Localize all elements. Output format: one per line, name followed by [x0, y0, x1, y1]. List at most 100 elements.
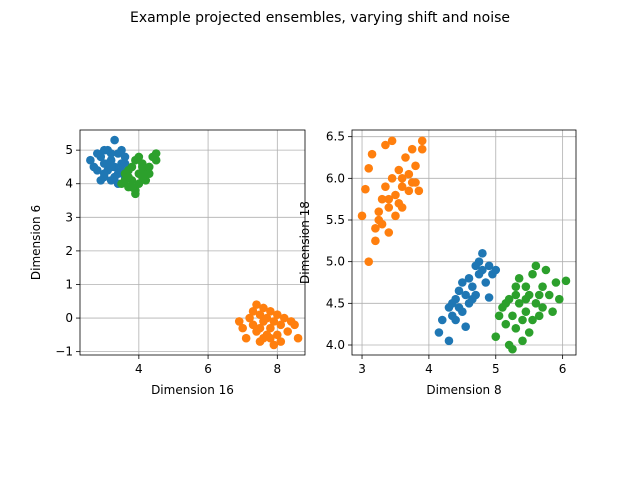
- data-point: [377, 194, 387, 204]
- data-point: [417, 136, 427, 146]
- x-tick-label: 4: [135, 362, 143, 376]
- data-point: [371, 236, 380, 246]
- data-point: [374, 207, 384, 216]
- data-point: [238, 323, 247, 333]
- series-blue: [434, 249, 501, 346]
- data-point: [451, 315, 460, 325]
- data-point: [518, 336, 527, 346]
- data-point: [461, 290, 470, 300]
- data-point: [269, 317, 279, 326]
- data-point: [414, 186, 424, 196]
- data-point: [245, 313, 254, 323]
- data-point: [521, 282, 531, 291]
- data-point: [538, 303, 547, 312]
- data-point: [269, 340, 279, 350]
- data-point: [364, 164, 374, 173]
- data-point: [131, 189, 140, 199]
- data-point: [138, 162, 147, 172]
- data-point: [404, 169, 414, 179]
- data-point: [106, 162, 116, 172]
- x-axis-label: Dimension 16: [151, 383, 234, 397]
- data-point: [531, 261, 541, 271]
- figure-title: Example projected ensembles, varying shi…: [130, 10, 510, 26]
- data-point: [464, 274, 474, 283]
- grid: [80, 130, 305, 355]
- y-axis-label: Dimension 18: [298, 201, 312, 284]
- scatter-plot-right: 3 4 5 6 4.0 4.5 5.0 5.5 6.0 6.5 Dimension 8 Dimensi…: [298, 129, 577, 397]
- data-point: [110, 135, 119, 145]
- data-point: [394, 165, 404, 175]
- data-point: [110, 172, 119, 182]
- data-point: [511, 282, 521, 291]
- data-point: [528, 315, 537, 325]
- data-point: [501, 319, 511, 329]
- data-point: [411, 178, 420, 187]
- y-tick-label: 6.0: [326, 171, 345, 185]
- data-point: [273, 310, 282, 320]
- data-point: [124, 165, 133, 175]
- data-point: [391, 190, 400, 200]
- data-point: [501, 299, 511, 308]
- data-point: [524, 328, 534, 337]
- data-point: [381, 140, 390, 150]
- data-point: [364, 257, 374, 266]
- y-tick-label: 0: [65, 311, 73, 325]
- data-point: [134, 179, 144, 189]
- y-tick-label: 2: [65, 244, 73, 258]
- data-point: [120, 152, 130, 162]
- data-point: [106, 149, 116, 158]
- y-axis-label: Dimension 6: [29, 205, 43, 280]
- x-tick-label: 5: [492, 362, 500, 376]
- data-point: [99, 145, 109, 155]
- y-tick-label: 1: [65, 277, 73, 291]
- data-point: [478, 249, 487, 258]
- x-tick-label: 6: [559, 362, 567, 376]
- data-point: [141, 176, 151, 185]
- data-point: [273, 330, 282, 340]
- data-point: [458, 278, 467, 287]
- data-point: [266, 323, 275, 333]
- x-tick-label: 4: [425, 362, 433, 376]
- data-point: [437, 315, 447, 325]
- data-point: [124, 172, 133, 182]
- data-point: [417, 144, 427, 154]
- data-point: [234, 317, 244, 326]
- y-tick-label: 5: [65, 143, 73, 157]
- data-point: [491, 265, 501, 275]
- data-point: [528, 269, 537, 279]
- data-point: [468, 294, 477, 304]
- data-point: [151, 155, 161, 165]
- data-point: [551, 278, 561, 287]
- data-point: [521, 307, 531, 316]
- data-point: [266, 307, 275, 316]
- data-point: [377, 219, 387, 229]
- data-point: [561, 276, 571, 286]
- data-point: [407, 144, 417, 154]
- grid: [352, 130, 576, 355]
- data-point: [518, 315, 527, 325]
- x-tick-label: 6: [204, 362, 212, 376]
- data-point: [134, 152, 144, 162]
- y-tick-label: 4.0: [326, 338, 345, 352]
- data-point: [384, 194, 394, 204]
- y-tick-label: 5.0: [326, 255, 345, 269]
- data-point: [534, 311, 544, 321]
- data-point: [454, 286, 464, 296]
- data-point: [538, 282, 547, 291]
- data-point: [554, 294, 564, 304]
- y-tick-label: 4: [65, 177, 73, 191]
- data-point: [255, 323, 265, 333]
- y-tick-label: 4.5: [326, 296, 345, 310]
- data-point: [259, 333, 268, 343]
- data-point: [468, 282, 477, 291]
- data-point: [387, 136, 397, 146]
- data-point: [293, 333, 303, 343]
- data-point: [290, 320, 299, 330]
- data-point: [511, 290, 521, 300]
- data-point: [491, 332, 501, 341]
- data-point: [99, 169, 109, 178]
- data-point: [404, 186, 414, 196]
- data-point: [283, 327, 292, 336]
- data-point: [478, 265, 487, 275]
- data-point: [481, 278, 491, 287]
